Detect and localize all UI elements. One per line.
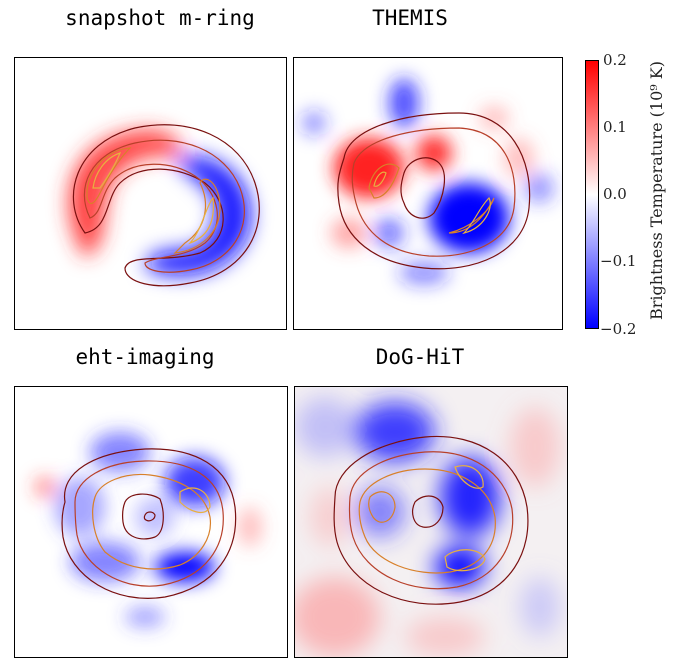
- colorbar-tick: 0.0: [603, 185, 627, 203]
- colorbar: [585, 60, 599, 329]
- colorbar-tick: −0.1: [600, 252, 637, 270]
- colorbar-tick: 0.1: [603, 118, 627, 136]
- title-dog-hit: DoG-HiT: [375, 345, 465, 369]
- title-snapshot-m-ring: snapshot m-ring: [65, 6, 255, 30]
- title-eht-imaging: eht-imaging: [75, 345, 215, 369]
- title-themis: THEMIS: [372, 6, 448, 30]
- panel-dog-hit: [294, 386, 568, 658]
- panel-snapshot-m-ring: [14, 57, 287, 330]
- colorbar-label: Brightness Temperature (10⁹ K): [647, 61, 666, 320]
- panel-themis: [293, 57, 563, 330]
- colorbar-tick: −0.2: [600, 320, 637, 338]
- contour: [72, 124, 260, 287]
- panel-eht-imaging: [14, 386, 288, 658]
- colorbar-tick: 0.2: [603, 51, 627, 69]
